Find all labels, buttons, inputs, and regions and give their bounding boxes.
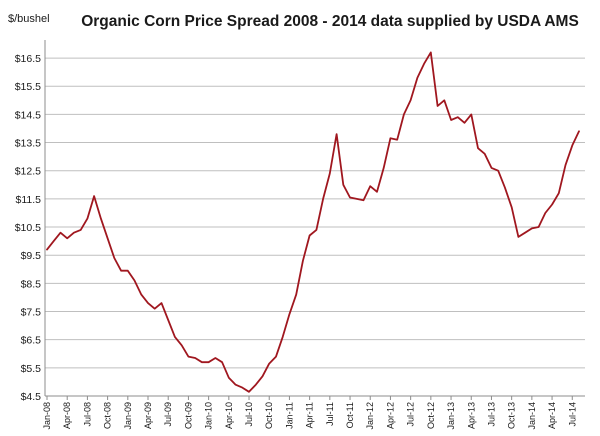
y-tick-label: $7.5 bbox=[21, 307, 42, 319]
y-tick-label: $13.5 bbox=[15, 138, 41, 150]
x-tick-label: Apr-08 bbox=[62, 402, 72, 429]
x-tick-label: Jan-13 bbox=[446, 402, 456, 430]
x-tick-label: Jan-09 bbox=[123, 402, 133, 430]
x-tick-label: Oct-10 bbox=[264, 402, 274, 429]
x-axis-ticks: Jan-08 Apr-08 Jul-08 Oct-08 Jan-09 Apr-09 Jul-… bbox=[42, 396, 577, 430]
y-tick-label: $9.5 bbox=[21, 250, 42, 262]
x-tick-label: Apr-13 bbox=[466, 402, 476, 429]
x-tick-label: Oct-09 bbox=[183, 402, 193, 429]
x-tick-label: Apr-12 bbox=[385, 402, 395, 429]
x-tick-label: Jul-08 bbox=[82, 402, 92, 427]
series-line-organic-corn-price bbox=[46, 51, 580, 393]
x-tick-label: Jul-14 bbox=[567, 402, 577, 427]
y-tick-label: $4.5 bbox=[21, 391, 42, 403]
x-tick-label: Oct-08 bbox=[103, 402, 113, 429]
x-tick-label: Jul-10 bbox=[244, 402, 254, 427]
x-tick-label: Oct-13 bbox=[507, 402, 517, 429]
axes bbox=[44, 40, 585, 397]
series-layer bbox=[46, 51, 580, 393]
x-tick-label: Jan-11 bbox=[284, 402, 294, 429]
x-tick-label: Jul-09 bbox=[163, 402, 173, 427]
chart-title: Organic Corn Price Spread 2008 - 2014 da… bbox=[81, 13, 579, 30]
x-tick-label: Oct-12 bbox=[426, 402, 436, 429]
y-axis-ticks: $4.5 $5.5 $6.5 $7.5 $8.5 $9.5 $10.5 $11.5 $12.5 $… bbox=[15, 53, 41, 403]
x-tick-label: Apr-10 bbox=[224, 402, 234, 429]
x-tick-label: Jul-13 bbox=[486, 402, 496, 427]
y-tick-label: $16.5 bbox=[15, 53, 41, 65]
x-tick-label: Apr-11 bbox=[305, 402, 315, 428]
y-tick-label: $6.5 bbox=[21, 335, 42, 347]
x-tick-label: Jul-12 bbox=[406, 402, 416, 427]
y-tick-label: $11.5 bbox=[16, 194, 42, 206]
x-tick-label: Jan-14 bbox=[527, 402, 537, 430]
y-axis-unit-label: $/bushel bbox=[8, 13, 50, 25]
x-tick-label: Apr-14 bbox=[547, 402, 557, 429]
x-tick-label: Oct-11 bbox=[345, 402, 355, 428]
y-tick-label: $10.5 bbox=[15, 222, 41, 234]
y-tick-label: $15.5 bbox=[15, 81, 41, 93]
x-tick-label: Apr-09 bbox=[143, 402, 153, 429]
y-tick-label: $5.5 bbox=[21, 363, 42, 375]
gridlines bbox=[45, 57, 585, 397]
x-tick-label: Jul-11 bbox=[325, 402, 335, 426]
y-tick-label: $14.5 bbox=[15, 109, 41, 121]
x-tick-label: Jan-08 bbox=[42, 402, 52, 430]
x-tick-label: Jan-12 bbox=[365, 402, 375, 430]
y-tick-label: $12.5 bbox=[15, 166, 41, 178]
x-tick-label: Jan-10 bbox=[204, 402, 214, 430]
y-tick-label: $8.5 bbox=[21, 278, 42, 290]
